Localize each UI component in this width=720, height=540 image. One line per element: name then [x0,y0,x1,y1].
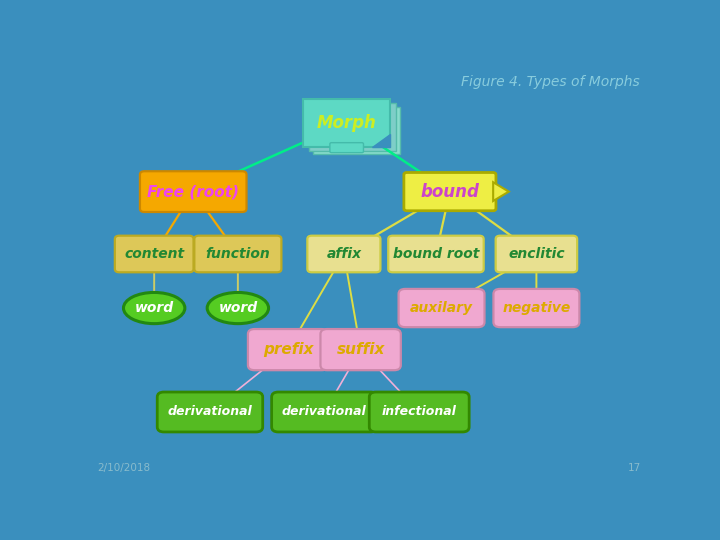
Text: derivational: derivational [282,406,366,419]
FancyBboxPatch shape [369,392,469,432]
Text: negative: negative [503,301,570,315]
Text: derivational: derivational [168,406,252,419]
Text: enclitic: enclitic [508,247,564,261]
Text: auxilary: auxilary [410,301,473,315]
FancyBboxPatch shape [248,329,328,370]
FancyBboxPatch shape [495,235,577,272]
Text: 17: 17 [628,463,641,473]
Text: 2/10/2018: 2/10/2018 [97,463,150,473]
Ellipse shape [124,293,185,323]
Text: infectional: infectional [382,406,456,419]
FancyBboxPatch shape [303,99,390,147]
Text: Figure 4. Types of Morphs: Figure 4. Types of Morphs [461,75,639,89]
FancyBboxPatch shape [271,392,377,432]
FancyBboxPatch shape [404,172,496,211]
FancyBboxPatch shape [399,289,485,327]
FancyBboxPatch shape [388,235,484,272]
FancyBboxPatch shape [493,289,580,327]
FancyBboxPatch shape [140,171,246,212]
FancyBboxPatch shape [330,143,364,153]
FancyBboxPatch shape [157,392,263,432]
FancyBboxPatch shape [313,106,400,154]
Ellipse shape [207,293,269,323]
Polygon shape [493,182,509,201]
Text: bound: bound [420,183,480,201]
Polygon shape [372,133,390,147]
Text: word: word [218,301,258,315]
Text: bound root: bound root [393,247,479,261]
Text: affix: affix [326,247,361,261]
FancyBboxPatch shape [320,329,401,370]
Text: prefix: prefix [263,342,313,357]
FancyBboxPatch shape [194,235,282,272]
Text: content: content [124,247,184,261]
FancyBboxPatch shape [309,103,395,151]
Text: word: word [135,301,174,315]
Text: suffix: suffix [336,342,384,357]
Text: function: function [205,247,270,261]
FancyBboxPatch shape [114,235,194,272]
FancyBboxPatch shape [307,235,380,272]
Text: Morph: Morph [317,114,377,132]
Text: Free (root): Free (root) [147,184,239,199]
